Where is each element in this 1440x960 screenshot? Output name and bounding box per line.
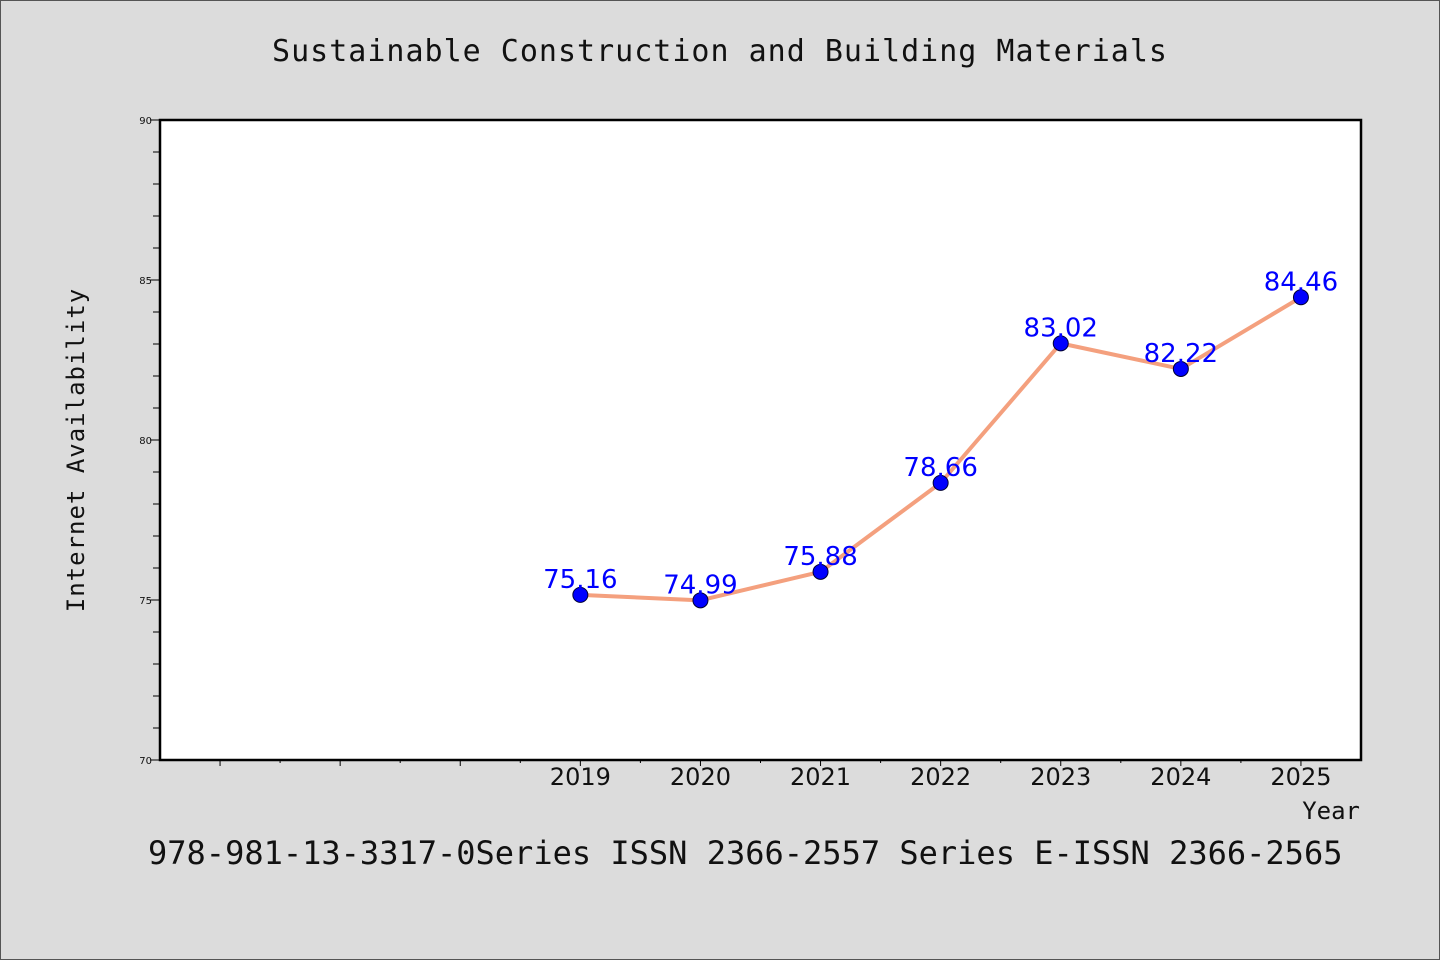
data-label: 82.22 — [1144, 339, 1218, 369]
chart-title: Sustainable Construction and Building Ma… — [272, 34, 1168, 69]
data-point — [932, 474, 949, 491]
data-label: 74.99 — [663, 570, 737, 600]
data-point — [572, 586, 589, 603]
y-tick-label: 80 — [139, 436, 152, 447]
plot-frame — [158, 118, 1363, 762]
data-label: 75.16 — [543, 565, 617, 595]
data-label: 83.02 — [1024, 313, 1098, 343]
data-label: 78.66 — [903, 453, 977, 483]
data-label: 75.88 — [783, 542, 857, 572]
y-tick-label: 90 — [139, 116, 152, 127]
plot-area — [160, 120, 1361, 760]
x-tick-label: 2025 — [1270, 763, 1331, 791]
data-point — [1172, 360, 1189, 377]
y-tick-label: 85 — [139, 276, 152, 287]
x-tick-label: 2021 — [790, 763, 851, 791]
y-tick-label: 75 — [139, 596, 152, 607]
data-point — [692, 592, 709, 609]
x-axis-label: Year — [1302, 797, 1360, 825]
data-point — [1052, 335, 1069, 352]
x-tick-label: 2020 — [670, 763, 731, 791]
x-tick-label: 2022 — [910, 763, 971, 791]
data-label: 84.46 — [1264, 267, 1338, 297]
y-tick-label: 70 — [139, 756, 152, 767]
data-point — [812, 563, 829, 580]
x-tick-label: 2023 — [1030, 763, 1091, 791]
x-tick-label: 2019 — [550, 763, 611, 791]
footer-isbn-text: 978-981-13-3317-0Series ISSN 2366-2557 S… — [148, 834, 1343, 872]
x-tick-label: 2024 — [1150, 763, 1211, 791]
data-point — [1292, 289, 1309, 306]
